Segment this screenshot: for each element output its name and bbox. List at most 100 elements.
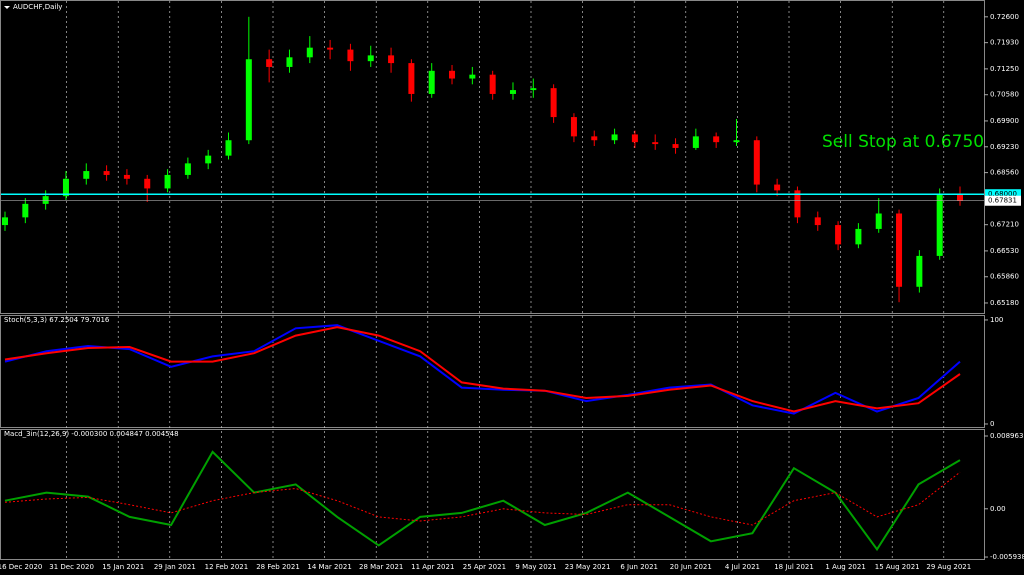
candle-body [327,47,334,50]
candle-body [164,174,171,189]
candle-body [753,140,760,185]
menu-arrow [4,6,10,9]
candle-body [957,194,963,201]
x-tick-label: 29 Jan 2021 [154,563,196,571]
candle-body [855,228,862,245]
x-tick-label: 25 Apr 2021 [463,563,506,571]
candle-body [875,213,882,229]
candle-body [103,171,110,175]
x-tick-label: 14 Mar 2021 [307,563,351,571]
candle-body [530,88,537,91]
y-tick-label: 0.70580 [990,91,1019,99]
x-tick-label: 23 May 2021 [565,563,611,571]
x-tick-label: 15 Aug 2021 [875,563,920,571]
y-tick-label: 0.71250 [990,65,1019,73]
candle-body [814,217,821,226]
x-tick-label: 18 Jul 2021 [774,563,814,571]
candle-body [631,134,638,143]
y-tick-label: 0.66530 [990,247,1019,255]
candle-body [205,155,212,164]
macd-title: Macd_3in(12,26,9) -0.000300 0.004847 0.0… [4,430,179,438]
annotation: Sell Stop at 0.6750 [822,132,984,152]
candle-body [733,140,740,143]
candle-body [916,255,923,287]
series-line [4,450,961,552]
stoch-panel [0,315,985,428]
y-tick-label: 0.69230 [990,143,1019,151]
y-tick-label: 0.65180 [990,299,1019,307]
series-line [4,326,961,413]
stoch-title: Stoch(5,3,3) 67.2504 79.7016 [4,316,110,324]
candle-body [713,136,720,143]
x-tick-label: 28 Feb 2021 [256,563,300,571]
y-tick-label: 0.71930 [990,39,1019,47]
candle-body [388,55,395,64]
y-tick-label: 0.67210 [990,221,1019,229]
x-tick-label: 15 Jan 2021 [102,563,144,571]
series-line [4,471,961,526]
x-tick-label: 31 Dec 2020 [49,563,94,571]
chart-title: AUDCHF,Daily [13,3,62,11]
candle-body [286,57,293,67]
candle-body [184,163,191,175]
candle-body [449,70,456,79]
x-tick-label: 9 May 2021 [515,563,556,571]
candle-body [428,70,435,94]
candle-body [611,134,618,141]
x-tick-label: 29 Aug 2021 [926,563,971,571]
candle-body [22,203,29,218]
y-tick-label: -0.005938 [990,553,1024,561]
x-tick-label: 12 Feb 2021 [205,563,249,571]
price-panel [0,0,985,314]
candle-body [672,144,679,148]
candle-body [2,217,8,226]
candle-body [774,184,781,191]
candle-body [509,90,516,94]
candle-body [550,88,557,118]
y-tick-label: 0.65860 [990,273,1019,281]
candle-body [469,74,476,79]
x-tick-label: 4 Jul 2021 [725,563,760,571]
last-price-box [985,195,1021,206]
candle-body [692,136,699,148]
y-tick-label: 0.69900 [990,117,1019,125]
x-tick-label: 6 Jun 2021 [620,563,658,571]
macd-panel [0,429,985,560]
candle-body [570,117,577,137]
candle-body [83,171,90,179]
x-tick-label: 1 Aug 2021 [825,563,865,571]
candle-body [306,47,313,58]
y-tick-label: 0.008963 [990,432,1023,440]
candle-body [245,59,252,141]
y-tick-label: 0 [990,420,994,428]
candle-body [225,140,232,156]
y-tick-label: 100 [990,316,1003,324]
x-tick-label: 11 Apr 2021 [411,563,454,571]
level-box [985,189,1021,200]
candle-body [591,136,598,141]
x-tick-label: 20 Jun 2021 [670,563,712,571]
candle-body [896,213,903,287]
candle-body [835,225,842,245]
y-tick-label: 0.72600 [990,13,1019,21]
last-price-label: 0.67831 [988,197,1017,205]
candle-body [936,194,943,256]
candle-body [652,142,659,145]
candle-body [144,178,151,189]
candle-body [123,174,130,179]
candle-body [266,59,273,67]
level-label: 0.68000 [988,190,1017,198]
candle-body [42,196,49,204]
candle-body [408,63,415,94]
candle-body [367,55,374,62]
y-tick-label: 0.68560 [990,169,1019,177]
x-tick-label: 16 Dec 2020 [0,563,42,571]
y-tick-label: 0.00 [990,505,1006,513]
candle-body [794,190,801,218]
candle-body [62,178,69,197]
x-tick-label: 28 Mar 2021 [359,563,403,571]
candle-body [489,74,496,94]
